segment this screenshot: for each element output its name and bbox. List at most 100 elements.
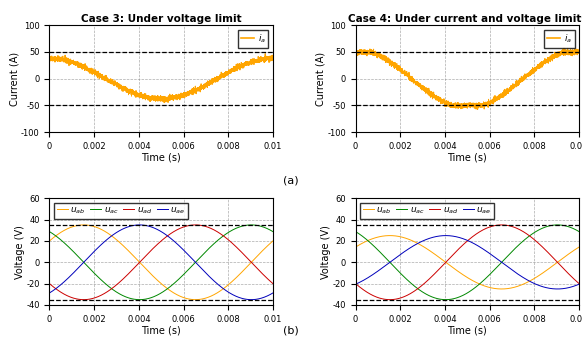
$u_{ae}$ xyxy=(391,257,398,261)
$u_{ad}$ xyxy=(80,298,87,302)
$u_{ab}$ xyxy=(572,248,579,252)
$u_{ac}$ xyxy=(269,229,276,234)
$u_{ac}$ xyxy=(576,229,582,234)
$u_{ae}$ xyxy=(241,297,248,301)
$u_{ad}$ xyxy=(85,297,92,301)
Line: $u_{ad}$: $u_{ad}$ xyxy=(49,225,273,300)
$u_{ac}$ xyxy=(547,223,554,227)
$u_{ab}$ xyxy=(269,239,276,243)
$u_{ae}$ xyxy=(547,286,554,290)
$u_{ad}$ xyxy=(72,297,79,301)
Text: (b): (b) xyxy=(283,326,299,336)
$u_{ad}$ xyxy=(386,298,393,302)
$u_{ad}$ xyxy=(576,282,582,286)
$u_{ad}$ xyxy=(265,278,272,282)
$u_{ab}$ xyxy=(547,265,554,269)
$u_{ae}$ xyxy=(248,298,255,302)
$u_{ae}$ xyxy=(448,234,455,238)
$u_{ad}$ xyxy=(498,223,505,227)
X-axis label: Time (s): Time (s) xyxy=(448,152,487,162)
X-axis label: Time (s): Time (s) xyxy=(448,325,487,335)
$u_{ac}$ xyxy=(248,223,255,227)
$u_{ac}$ xyxy=(438,297,445,301)
$u_{ad}$ xyxy=(391,297,398,301)
Legend: $u_{ab}$, $u_{ac}$, $u_{ad}$, $u_{ae}$: $u_{ab}$, $u_{ac}$, $u_{ad}$, $u_{ae}$ xyxy=(54,203,188,219)
$u_{ad}$ xyxy=(448,255,455,259)
$u_{ac}$ xyxy=(72,251,79,255)
X-axis label: Time (s): Time (s) xyxy=(141,325,181,335)
$u_{ab}$ xyxy=(386,234,393,238)
$u_{ab}$ xyxy=(498,287,505,291)
$u_{ab}$ xyxy=(352,245,359,249)
$u_{ad}$ xyxy=(378,297,385,301)
$u_{ac}$ xyxy=(136,298,143,302)
$u_{ab}$ xyxy=(72,224,79,228)
$u_{ae}$ xyxy=(136,223,143,227)
$u_{ae}$ xyxy=(85,255,92,259)
Line: $u_{ac}$: $u_{ac}$ xyxy=(356,225,579,300)
$u_{ae}$ xyxy=(141,223,148,227)
$u_{ae}$ xyxy=(132,223,139,227)
Y-axis label: Current (A): Current (A) xyxy=(10,52,20,106)
$u_{ab}$ xyxy=(378,234,385,238)
$u_{ab}$ xyxy=(80,223,87,227)
$u_{ae}$ xyxy=(352,282,359,286)
$u_{ae}$ xyxy=(438,234,445,238)
$u_{ad}$ xyxy=(352,282,359,286)
Text: (a): (a) xyxy=(283,175,299,185)
$u_{ab}$ xyxy=(141,266,148,270)
$u_{ac}$ xyxy=(141,297,148,301)
$u_{ae}$ xyxy=(265,293,272,297)
Line: $u_{ab}$: $u_{ab}$ xyxy=(49,225,273,300)
$u_{ad}$ xyxy=(269,282,276,286)
Line: $u_{ac}$: $u_{ac}$ xyxy=(49,225,273,300)
$u_{ae}$ xyxy=(378,267,385,271)
Y-axis label: Current (A): Current (A) xyxy=(316,52,326,106)
Legend: $i_a$: $i_a$ xyxy=(544,30,574,48)
$u_{ab}$ xyxy=(192,298,199,302)
$u_{ac}$ xyxy=(378,251,385,255)
$u_{ad}$ xyxy=(141,255,148,259)
$u_{ad}$ xyxy=(241,253,248,257)
Title: Case 4: Under current and voltage limits: Case 4: Under current and voltage limits xyxy=(347,14,582,25)
Y-axis label: Voltage (V): Voltage (V) xyxy=(321,225,331,279)
$u_{ac}$ xyxy=(572,227,579,231)
$u_{ab}$ xyxy=(46,239,53,243)
Line: $u_{ae}$: $u_{ae}$ xyxy=(49,225,273,300)
$u_{ab}$ xyxy=(132,256,139,260)
$u_{ae}$ xyxy=(572,284,579,288)
Line: $u_{ab}$: $u_{ab}$ xyxy=(356,236,579,289)
$u_{ac}$ xyxy=(352,229,359,234)
$u_{ad}$ xyxy=(192,223,199,227)
$u_{ae}$ xyxy=(269,291,276,295)
$u_{ad}$ xyxy=(438,265,445,269)
$u_{ad}$ xyxy=(132,265,139,269)
$u_{ad}$ xyxy=(46,282,53,286)
Line: $u_{ae}$: $u_{ae}$ xyxy=(356,236,579,289)
$u_{ae}$ xyxy=(576,282,582,286)
$u_{ac}$ xyxy=(448,297,455,301)
Line: $u_{ad}$: $u_{ad}$ xyxy=(356,225,579,300)
$u_{ae}$ xyxy=(554,287,561,291)
$u_{ab}$ xyxy=(85,223,92,227)
Legend: $u_{ab}$, $u_{ac}$, $u_{ad}$, $u_{ae}$: $u_{ab}$, $u_{ac}$, $u_{ad}$, $u_{ae}$ xyxy=(360,203,495,219)
$u_{ad}$ xyxy=(547,253,554,257)
$u_{ab}$ xyxy=(576,245,582,249)
$u_{ab}$ xyxy=(265,243,272,247)
$u_{ab}$ xyxy=(391,234,398,238)
$u_{ae}$ xyxy=(46,291,53,295)
X-axis label: Time (s): Time (s) xyxy=(141,152,181,162)
Legend: $i_a$: $i_a$ xyxy=(238,30,268,48)
$u_{ac}$ xyxy=(46,229,53,234)
Y-axis label: Voltage (V): Voltage (V) xyxy=(15,225,25,279)
$u_{ab}$ xyxy=(438,257,445,261)
$u_{ac}$ xyxy=(554,223,561,227)
$u_{ac}$ xyxy=(132,297,139,301)
$u_{ae}$ xyxy=(72,269,79,273)
Title: Case 3: Under voltage limit: Case 3: Under voltage limit xyxy=(81,14,242,25)
$u_{ac}$ xyxy=(85,265,92,269)
$u_{ae}$ xyxy=(442,234,449,238)
$u_{ac}$ xyxy=(442,298,449,302)
$u_{ab}$ xyxy=(241,267,248,271)
$u_{ad}$ xyxy=(572,278,579,282)
